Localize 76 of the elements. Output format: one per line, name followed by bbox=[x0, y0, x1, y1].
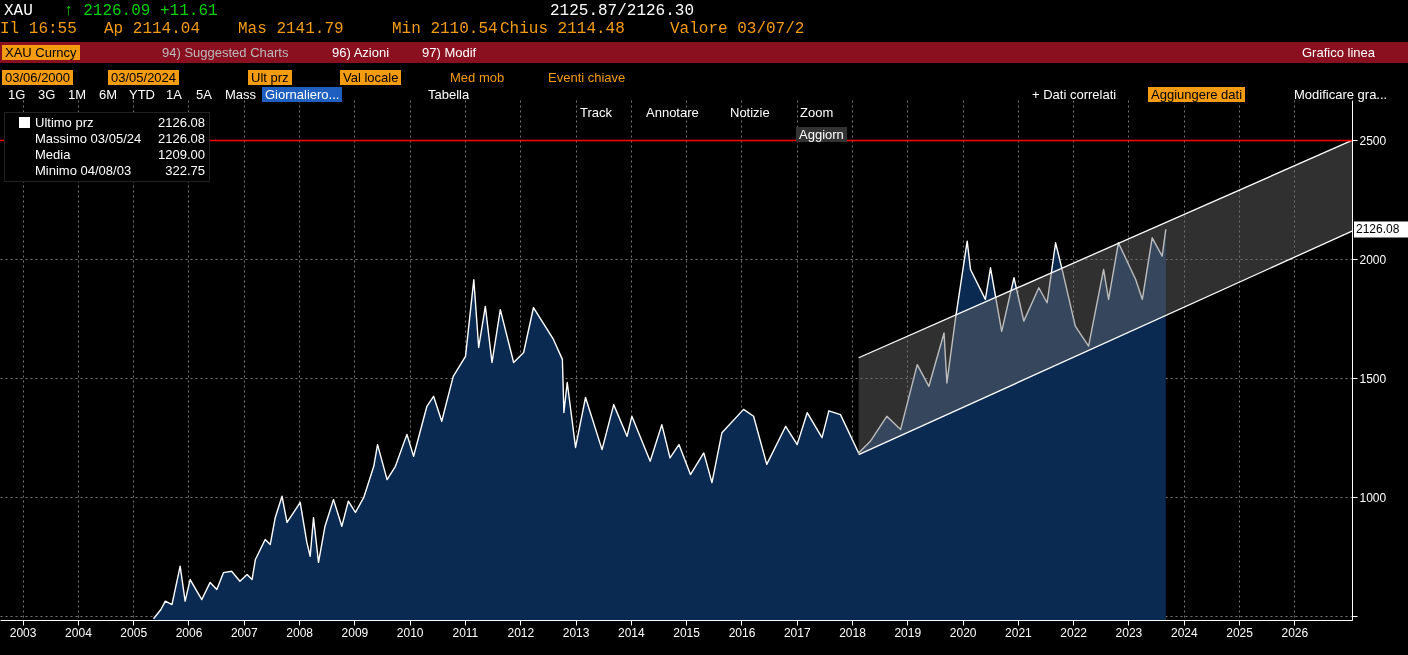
annotation: + Dati correlati bbox=[1032, 87, 1117, 102]
annotation: Notizie bbox=[730, 105, 770, 120]
text: 94) Suggested Charts bbox=[162, 45, 289, 60]
annotation: 1209.00 bbox=[158, 147, 205, 162]
annotation: 6M bbox=[99, 87, 118, 102]
annotation: 1G bbox=[8, 87, 26, 102]
x-tick-label: 2024 bbox=[1170, 625, 1198, 640]
x-tick-label: 2005 bbox=[120, 625, 148, 640]
annotation: 2126.08 bbox=[158, 131, 205, 146]
text: 96) Azioni bbox=[332, 45, 390, 60]
y-tick-label: 1500 bbox=[1359, 371, 1387, 386]
x-tick-label: 2006 bbox=[175, 625, 203, 640]
annotation: Mass bbox=[225, 87, 257, 102]
x-tick-label: 2012 bbox=[507, 625, 535, 640]
x-tick-label: 2019 bbox=[894, 625, 922, 640]
text: Min 2110.54 bbox=[392, 20, 498, 38]
text: Il 16:55 bbox=[0, 20, 77, 38]
text: Med mob bbox=[450, 70, 505, 85]
x-tick-label: 2025 bbox=[1226, 625, 1254, 640]
text: 2125.87/2126.30 bbox=[550, 2, 695, 20]
y-tick-label: 1000 bbox=[1359, 490, 1387, 505]
annotation: 2126.08 bbox=[158, 115, 205, 130]
annotation: Media bbox=[35, 147, 71, 162]
text: Chius 2114.48 bbox=[500, 20, 625, 38]
text: Val locale bbox=[340, 70, 402, 85]
x-tick-label: 2021 bbox=[1005, 625, 1033, 640]
annotation: Tabella bbox=[428, 87, 470, 102]
text: Mas 2141.79 bbox=[238, 20, 344, 38]
x-tick-label: 2023 bbox=[1115, 625, 1143, 640]
x-tick-label: 2015 bbox=[673, 625, 701, 640]
x-tick-label: 2017 bbox=[783, 625, 811, 640]
annotation: Aggiungere dati bbox=[1148, 87, 1246, 102]
text: Valore 03/07/2 bbox=[670, 20, 805, 38]
annotation: Giornaliero... bbox=[262, 87, 343, 102]
text: Ap 2114.04 bbox=[104, 20, 201, 38]
annotation: 1A bbox=[166, 87, 182, 102]
x-tick-label: 2016 bbox=[728, 625, 756, 640]
x-tick-label: 2022 bbox=[1060, 625, 1088, 640]
x-tick-label: 2004 bbox=[65, 625, 93, 640]
y-tick-label: 2500 bbox=[1359, 133, 1387, 148]
annotation: 5A bbox=[196, 87, 212, 102]
y-tick-label: 2000 bbox=[1359, 252, 1387, 267]
annotation: Modificare gra... bbox=[1294, 87, 1388, 102]
annotation: 3G bbox=[38, 87, 56, 102]
text: ↑ 2126.09 bbox=[64, 2, 151, 20]
text: 97) Modif bbox=[422, 45, 477, 60]
text: Ult prz bbox=[248, 70, 292, 85]
annotation: 1M bbox=[68, 87, 87, 102]
text: Grafico linea bbox=[1302, 45, 1375, 60]
legend-label: Ultimo prz bbox=[35, 115, 94, 130]
x-tick-label: 2014 bbox=[617, 625, 645, 640]
x-tick-label: 2013 bbox=[562, 625, 590, 640]
x-tick-label: 2009 bbox=[341, 625, 369, 640]
annotation: Annotare bbox=[646, 105, 699, 120]
annotation: 322.75 bbox=[165, 163, 205, 178]
x-tick-label: 2010 bbox=[396, 625, 424, 640]
annotation: Zoom bbox=[800, 105, 834, 120]
x-tick-label: 2008 bbox=[286, 625, 314, 640]
x-tick-label: 2018 bbox=[839, 625, 867, 640]
x-tick-label: 2011 bbox=[452, 625, 479, 640]
annotation: Massimo 03/05/24 bbox=[35, 131, 142, 146]
annotation: Aggiorn bbox=[796, 127, 847, 142]
text: 03/06/2000 bbox=[2, 70, 74, 85]
text: 2126.08 bbox=[1356, 222, 1400, 237]
x-tick-label: 2020 bbox=[949, 625, 977, 640]
text: XAU Curncy bbox=[2, 45, 80, 60]
annotation: Track bbox=[580, 105, 613, 120]
x-tick-label: 2007 bbox=[230, 625, 258, 640]
x-tick-label: 2003 bbox=[9, 625, 37, 640]
text: +11.61 bbox=[160, 2, 218, 20]
text: XAU bbox=[4, 2, 33, 20]
text: Eventi chiave bbox=[548, 70, 626, 85]
annotation: Minimo 04/08/03 bbox=[35, 163, 132, 178]
annotation: YTD bbox=[129, 87, 155, 102]
x-tick-label: 2026 bbox=[1281, 625, 1309, 640]
text: 03/05/2024 bbox=[108, 70, 180, 85]
